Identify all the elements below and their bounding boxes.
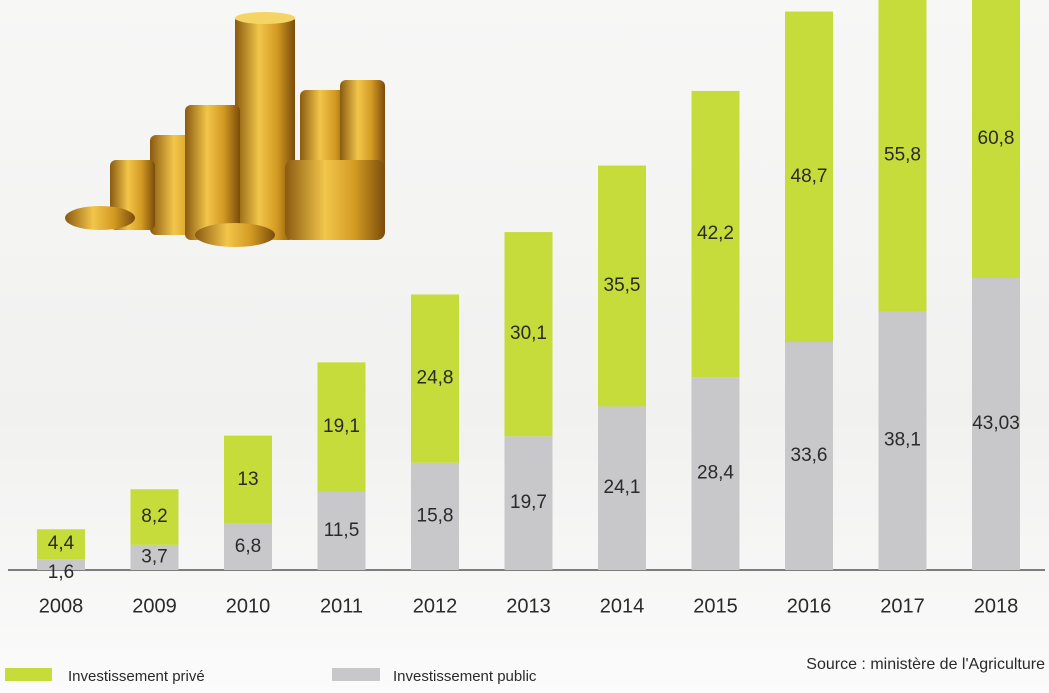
value-label: 42,2 [697, 223, 734, 244]
value-label: 60,8 [978, 128, 1015, 149]
value-label: 35,5 [604, 275, 641, 296]
x-tick-label: 2014 [600, 595, 645, 617]
legend-swatch [332, 668, 380, 681]
value-label: 30,1 [510, 323, 547, 344]
legend-label: Investissement public [393, 668, 537, 685]
bar-segment [598, 406, 646, 570]
value-label: 6,8 [235, 536, 261, 557]
value-label: 3,7 [141, 546, 167, 567]
legend-label: Investissement privé [68, 668, 205, 685]
source-note: Source : ministère de l'Agriculture [806, 656, 1045, 673]
bar-segment [224, 523, 272, 570]
legend: Investissement privé Investissement publ… [5, 668, 537, 685]
bar-segment [504, 232, 553, 437]
x-tick-label: 2010 [226, 595, 271, 617]
value-label: 48,7 [791, 166, 828, 187]
bar-segment [504, 436, 553, 570]
bar-segment [130, 489, 179, 545]
bar-segment [317, 362, 366, 492]
value-label: 13 [237, 469, 258, 490]
x-tick-label: 2012 [413, 595, 458, 617]
value-label: 38,1 [884, 430, 921, 451]
value-label: 19,7 [510, 492, 547, 513]
bar-segment [691, 377, 740, 570]
coins-illustration [65, 12, 385, 247]
value-label: 33,6 [791, 445, 828, 466]
bar-segment [785, 11, 833, 343]
value-label: 4,4 [48, 533, 75, 554]
value-label: 15,8 [417, 505, 454, 526]
x-tick-label: 2009 [132, 595, 177, 617]
bar-segment [317, 491, 366, 570]
bar-segment [972, 0, 1020, 279]
value-label: 24,1 [604, 477, 641, 498]
x-tick-label: 2013 [506, 595, 551, 617]
x-tick-label: 2016 [787, 595, 832, 617]
x-tick-label: 2011 [320, 595, 363, 617]
bar-segment [972, 278, 1020, 570]
bar-segment [878, 0, 927, 312]
value-label: 11,5 [324, 520, 360, 541]
bar-segment [691, 90, 740, 378]
legend-swatch [5, 668, 52, 681]
bar-segment [37, 529, 85, 560]
value-label: 1,6 [48, 562, 74, 583]
x-tick-label: 2017 [880, 595, 925, 617]
bar-segment [785, 342, 833, 570]
bar-segment [130, 544, 179, 570]
value-label: 8,2 [141, 506, 167, 527]
bar-segment [224, 435, 272, 524]
bar-segment [878, 311, 927, 570]
x-tick-label: 2008 [39, 595, 84, 617]
x-tick-label: 2018 [974, 595, 1019, 617]
x-tick-label: 2015 [693, 595, 738, 617]
bar-segment [411, 462, 459, 570]
bar-segment [411, 294, 459, 463]
value-label: 24,8 [417, 368, 454, 389]
value-label: 43,03 [972, 413, 1020, 434]
bar-segment [37, 559, 85, 570]
value-label: 28,4 [697, 463, 734, 484]
bar-segment [598, 165, 646, 407]
value-label: 55,8 [884, 145, 921, 166]
value-label: 19,1 [323, 416, 360, 437]
